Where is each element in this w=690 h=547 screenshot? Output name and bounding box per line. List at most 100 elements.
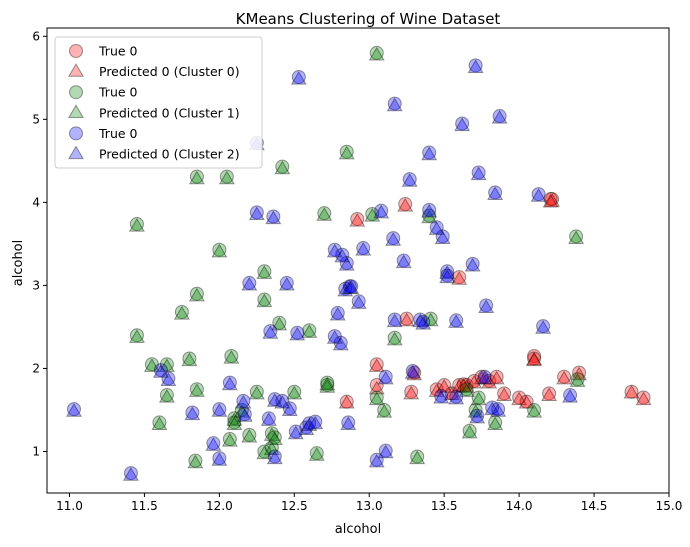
scatter-point-triangle bbox=[271, 316, 288, 331]
scatter-point-circle bbox=[519, 394, 534, 409]
scatter-point-triangle bbox=[301, 324, 318, 338]
scatter-point-circle bbox=[335, 247, 350, 262]
scatter-point-circle bbox=[377, 402, 392, 417]
scatter-point-triangle bbox=[289, 326, 306, 341]
scatter-point-triangle bbox=[421, 203, 438, 218]
scatter-point-triangle bbox=[526, 352, 543, 367]
scatter-point-triangle bbox=[470, 391, 487, 406]
scatter-point-triangle bbox=[568, 230, 585, 245]
scatter-point-triangle bbox=[623, 384, 640, 399]
scatter-point-triangle bbox=[415, 315, 432, 330]
scatter-point-triangle bbox=[355, 242, 372, 256]
scatter-point-triangle bbox=[464, 257, 481, 272]
scatter-point-circle bbox=[404, 384, 419, 399]
scatter-point-triangle bbox=[386, 331, 403, 346]
scatter-point-triangle bbox=[143, 358, 160, 372]
scatter-point-circle bbox=[440, 268, 455, 283]
scatter-point-triangle bbox=[340, 416, 357, 431]
scatter-point-circle bbox=[624, 384, 639, 399]
scatter-point-circle bbox=[488, 185, 503, 200]
scatter-point-circle bbox=[212, 451, 227, 466]
scatter-point-triangle bbox=[478, 299, 495, 313]
scatter-point-triangle bbox=[368, 380, 385, 395]
scatter-point-circle bbox=[459, 382, 474, 397]
scatter-point-circle bbox=[287, 384, 302, 399]
scatter-point-circle bbox=[474, 369, 489, 384]
scatter-point-triangle bbox=[211, 452, 228, 466]
scatter-point-triangle bbox=[473, 370, 490, 385]
scatter-point-triangle bbox=[338, 394, 355, 409]
scatter-point-circle bbox=[144, 357, 159, 372]
scatter-point-circle bbox=[161, 371, 176, 386]
legend-marker-circle bbox=[69, 126, 83, 141]
scatter-point-circle bbox=[350, 211, 365, 226]
scatter-point-triangle bbox=[218, 170, 235, 185]
scatter-point-triangle bbox=[526, 403, 543, 418]
scatter-point-triangle bbox=[434, 230, 451, 245]
y-tick-label: 4 bbox=[32, 195, 40, 209]
scatter-point-triangle bbox=[436, 379, 453, 393]
scatter-point-triangle bbox=[448, 390, 465, 405]
legend-marker-circle bbox=[69, 85, 83, 100]
scatter-point-triangle bbox=[256, 445, 273, 460]
scatter-point-circle bbox=[527, 348, 542, 363]
y-axis-label: alcohol bbox=[11, 240, 26, 286]
legend-label: Predicted 0 (Cluster 2) bbox=[99, 147, 240, 162]
scatter-point-circle bbox=[222, 375, 237, 390]
scatter-point-circle bbox=[398, 197, 413, 212]
scatter-point-triangle bbox=[412, 313, 429, 328]
scatter-point-triangle bbox=[274, 394, 291, 409]
scatter-point-triangle bbox=[266, 431, 283, 446]
scatter-point-triangle bbox=[377, 444, 394, 459]
scatter-point-triangle bbox=[404, 364, 421, 379]
scatter-point-circle bbox=[467, 373, 482, 388]
scatter-point-circle bbox=[536, 319, 551, 334]
x-axis-ticks: 11.0 11.5 12.0 12.5 13.0 13.5 14.0 14.5 15.0 bbox=[56, 493, 682, 513]
x-tick-label: 12.5 bbox=[281, 499, 308, 513]
scatter-point-circle bbox=[266, 209, 281, 224]
scatter-point-triangle bbox=[256, 265, 273, 279]
scatter-point-triangle bbox=[262, 325, 279, 339]
scatter-point-triangle bbox=[526, 351, 543, 366]
scatter-point-circle bbox=[387, 96, 402, 111]
scatter-point-triangle bbox=[307, 415, 324, 430]
scatter-point-circle bbox=[369, 45, 384, 60]
scatter-point-triangle bbox=[263, 441, 280, 455]
scatter-point-circle bbox=[129, 216, 144, 231]
scatter-point-circle bbox=[264, 426, 279, 441]
scatter-point-triangle bbox=[221, 433, 238, 447]
scatter-point-circle bbox=[327, 242, 342, 257]
scatter-point-circle bbox=[222, 432, 237, 447]
scatter-point-triangle bbox=[490, 403, 507, 417]
scatter-point-circle bbox=[267, 449, 282, 464]
scatter-point-circle bbox=[320, 378, 335, 393]
scatter-point-circle bbox=[437, 378, 452, 393]
scatter-point-triangle bbox=[385, 232, 402, 246]
scatter-point-triangle bbox=[235, 394, 252, 409]
scatter-point-circle bbox=[302, 416, 317, 431]
scatter-point-triangle bbox=[151, 416, 168, 431]
scatter-point-circle bbox=[459, 378, 474, 393]
scatter-point-triangle bbox=[428, 221, 445, 235]
scatter-point-triangle bbox=[476, 370, 493, 385]
scatter-point-circle bbox=[159, 357, 174, 372]
scatter-point-circle bbox=[302, 323, 317, 338]
scatter-point-triangle bbox=[496, 387, 513, 401]
scatter-point-triangle bbox=[421, 209, 438, 224]
scatter-point-triangle bbox=[406, 366, 423, 381]
scatter-point-triangle bbox=[439, 265, 456, 279]
scatter-point-circle bbox=[257, 444, 272, 459]
scatter-point-circle bbox=[455, 116, 470, 131]
scatter-point-circle bbox=[636, 390, 651, 405]
scatter-point-triangle bbox=[487, 186, 504, 201]
scatter-point-circle bbox=[338, 281, 353, 296]
scatter-point-triangle bbox=[562, 389, 579, 403]
scatter-point-triangle bbox=[265, 210, 282, 225]
scatter-point-triangle bbox=[409, 450, 426, 465]
scatter-point-triangle bbox=[421, 146, 438, 161]
scatter-point-triangle bbox=[401, 173, 418, 187]
scatter-point-circle bbox=[413, 312, 428, 327]
scatter-point-circle bbox=[444, 386, 459, 401]
scatter-point-triangle bbox=[160, 372, 177, 387]
scatter-point-circle bbox=[227, 415, 242, 430]
